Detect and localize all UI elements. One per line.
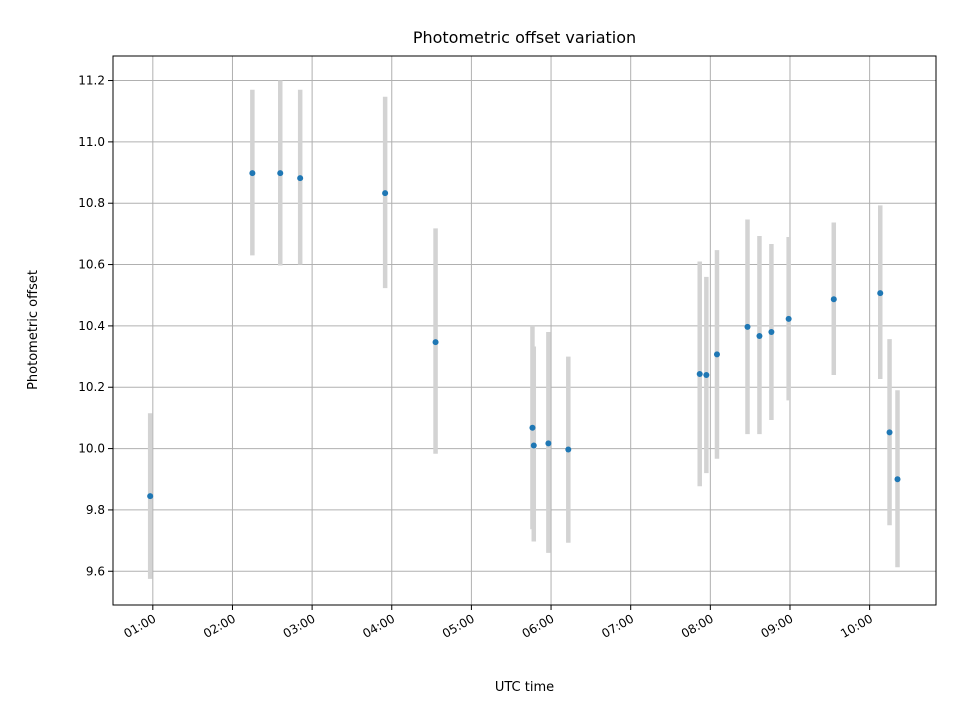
data-point bbox=[297, 175, 304, 182]
y-axis-label: Photometric offset bbox=[26, 270, 41, 390]
y-tick-label: 9.8 bbox=[86, 503, 105, 517]
x-axis-label: UTC time bbox=[495, 680, 554, 695]
data-point bbox=[886, 429, 893, 436]
data-point bbox=[703, 371, 710, 378]
data-point bbox=[894, 476, 901, 483]
y-tick-label: 10.8 bbox=[78, 196, 105, 210]
y-tick-label: 11.0 bbox=[78, 135, 105, 149]
y-tick-label: 11.2 bbox=[78, 74, 105, 88]
y-tick-label: 10.2 bbox=[78, 380, 105, 394]
data-point bbox=[696, 371, 703, 378]
data-point bbox=[432, 339, 439, 346]
data-point bbox=[277, 170, 284, 177]
data-point bbox=[545, 440, 552, 447]
y-tick-label: 10.4 bbox=[78, 319, 105, 333]
data-point bbox=[744, 323, 751, 330]
data-point bbox=[530, 442, 537, 449]
grid bbox=[113, 56, 936, 605]
y-tick-label: 9.6 bbox=[86, 564, 105, 578]
chart-title: Photometric offset variation bbox=[413, 28, 636, 47]
plot-frame bbox=[112, 55, 937, 606]
data-point bbox=[382, 190, 389, 197]
data-point bbox=[877, 290, 884, 297]
data-point bbox=[529, 424, 536, 431]
y-tick-label: 10.6 bbox=[78, 258, 105, 272]
data-point bbox=[756, 333, 763, 340]
y-tick-label: 10.0 bbox=[78, 442, 105, 456]
data-point bbox=[785, 315, 792, 322]
data-points bbox=[147, 170, 901, 500]
y-axis: 9.6 9.8 10.0 10.2 10.4 10.6 10.8 11.0 11.2 bbox=[78, 74, 113, 578]
data-point bbox=[713, 351, 720, 358]
data-point bbox=[768, 329, 775, 336]
data-point bbox=[565, 446, 572, 453]
data-point bbox=[249, 170, 256, 177]
data-point bbox=[147, 493, 154, 500]
data-point bbox=[830, 296, 837, 303]
